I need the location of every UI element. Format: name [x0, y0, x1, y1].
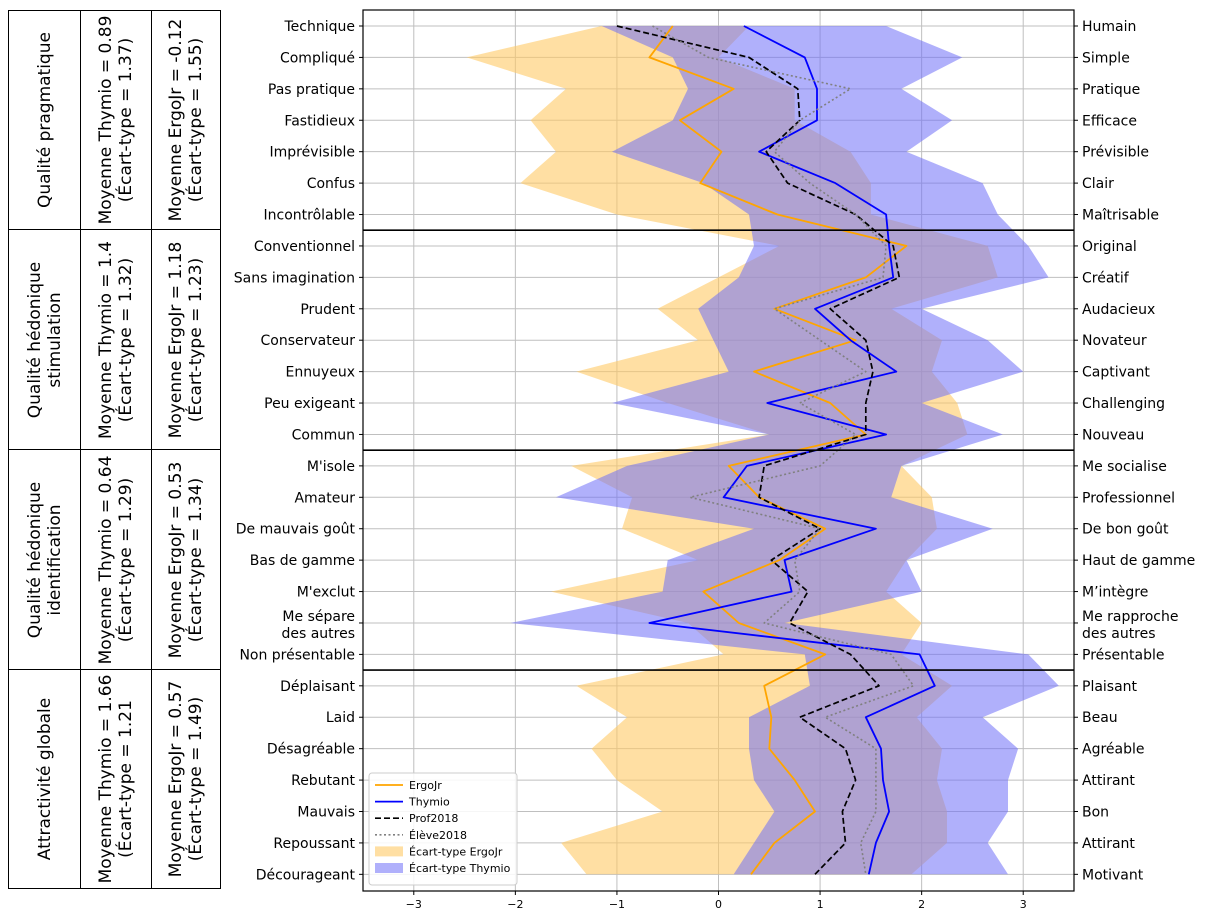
legend-label: Prof2018 [409, 812, 458, 825]
right-scale-label: Me socialise [1082, 459, 1167, 475]
right-scale-label: Pratique [1082, 82, 1140, 98]
thymio-stats-cell: Moyenne Thymio = 0.64 (Écart-type = 1.29… [80, 450, 152, 669]
left-scale-label: Repoussant [273, 836, 355, 852]
right-scale-label: Captivant [1082, 365, 1150, 381]
left-scale-label: M'exclut [297, 585, 356, 601]
thymio-stats-cell: Moyenne Thymio = 0.89 (Écart-type = 1.37… [80, 11, 152, 229]
left-scale-label: Conservateur [261, 333, 356, 349]
right-scale-label: Plaisant [1082, 679, 1138, 695]
thymio-stats-cell: Moyenne Thymio = 1.4 (Écart-type = 1.32) [80, 230, 152, 449]
left-scale-label: Incontrôlable [264, 208, 356, 224]
right-scale-label: Attirant [1082, 836, 1135, 852]
section-title-cell: Attractivité globale [9, 670, 81, 888]
section-title-cell: Qualité hédonique identification [9, 450, 81, 669]
right-scale-label: Efficace [1082, 113, 1137, 129]
right-scale-label: Me rapproche des autres [1082, 609, 1178, 642]
thymio-stats-cell: Moyenne Thymio = 1.66 (Écart-type = 1.21 [80, 670, 152, 888]
left-scale-label: Confus [307, 176, 355, 192]
right-scale-label: Audacieux [1082, 302, 1155, 318]
left-scale-label: Commun [292, 427, 355, 443]
legend-swatch [375, 863, 403, 873]
left-scale-label: Technique [284, 19, 356, 35]
left-scale-label: Décourageant [256, 867, 356, 883]
left-scale-label: Compliqué [280, 50, 355, 66]
right-scale-label: Agréable [1082, 742, 1145, 758]
right-scale-label-line: des autres [1082, 626, 1156, 642]
left-scale-label: Ennuyeux [285, 365, 355, 381]
left-scale-label: Fastidieux [284, 113, 355, 129]
right-scale-label: Nouveau [1082, 427, 1144, 443]
right-scale-label: Maîtrisable [1082, 208, 1159, 224]
left-scale-label: Peu exigeant [264, 396, 355, 412]
left-scale-label: M'isole [307, 459, 355, 475]
x-tick-label: −1 [609, 898, 625, 911]
left-scale-label: Désagréable [267, 742, 355, 758]
right-scale-label-line: Me rapproche [1082, 609, 1178, 625]
right-scale-label: Haut de gamme [1082, 553, 1195, 569]
section-title-cell: Qualité pragmatique [9, 11, 81, 229]
series-line-3 [616, 25, 901, 875]
right-scale-label: Simple [1082, 50, 1130, 66]
right-scale-label: Bon [1082, 805, 1109, 821]
section-row-attractiveness: Attractivité globale Moyenne Thymio = 1.… [8, 669, 221, 889]
section-title-cell: Qualité hédonique stimulation [9, 230, 81, 449]
right-scale-label: Beau [1082, 710, 1118, 726]
left-scale-label: Imprévisible [270, 145, 355, 161]
x-tick-label: 1 [817, 898, 824, 911]
x-tick-label: 0 [715, 898, 722, 911]
left-scale-label: De mauvais goût [236, 522, 356, 538]
legend-swatch [375, 846, 403, 857]
series-line-4 [652, 25, 915, 875]
x-tick-label: −2 [507, 898, 523, 911]
left-scale-label: Bas de gamme [250, 553, 355, 569]
left-scale-label-line: des autres [281, 626, 355, 642]
left-scale-label: Pas pratique [268, 82, 355, 98]
legend-label: Thymio [408, 796, 450, 809]
chart-legend: ErgoJr Thymio Prof2018 Élève2018 Écart-type … [368, 772, 518, 886]
x-tick-label: 2 [918, 898, 925, 911]
right-scale-label: M’intègre [1082, 585, 1148, 601]
x-tick-label: −3 [406, 898, 422, 911]
right-scale-label: Prévisible [1082, 145, 1149, 161]
legend-label: Écart-type Thymio [409, 862, 511, 875]
left-scale-label: Rebutant [291, 773, 355, 789]
right-scale-label: Novateur [1082, 333, 1147, 349]
legend-label: ErgoJr [409, 779, 442, 792]
legend-label: Écart-type ErgoJr [409, 845, 503, 858]
left-scale-label: Prudent [300, 302, 355, 318]
left-scale-label: Déplaisant [280, 679, 355, 695]
left-scale-label: Mauvais [297, 805, 355, 821]
left-scale-label: Laid [326, 710, 355, 726]
right-scale-label: De bon goût [1082, 522, 1169, 538]
legend-box [368, 772, 518, 886]
right-scale-label: Humain [1082, 19, 1136, 35]
legend-label: Élève2018 [409, 829, 467, 842]
left-scale-label: Non présentable [239, 647, 355, 663]
right-scale-label: Clair [1082, 176, 1114, 192]
right-scale-label: Challenging [1082, 396, 1165, 412]
left-scale-label: Me sépare des autres [281, 609, 355, 642]
right-scale-label: Présentable [1082, 647, 1165, 663]
left-scale-label-line: Me sépare [282, 609, 355, 625]
right-scale-label: Motivant [1082, 867, 1144, 883]
right-scale-label: Professionnel [1082, 490, 1175, 506]
x-tick-label: 3 [1020, 898, 1027, 911]
right-scale-label: Original [1082, 239, 1137, 255]
right-scale-label: Attirant [1082, 773, 1135, 789]
left-scale-label: Amateur [294, 490, 355, 506]
right-scale-label: Créatif [1082, 270, 1130, 286]
left-scale-label: Sans imagination [234, 270, 355, 286]
quality-summary-table: Qualité pragmatique Moyenne Thymio = 0.8… [8, 10, 221, 889]
left-scale-label: Conventionnel [254, 239, 355, 255]
